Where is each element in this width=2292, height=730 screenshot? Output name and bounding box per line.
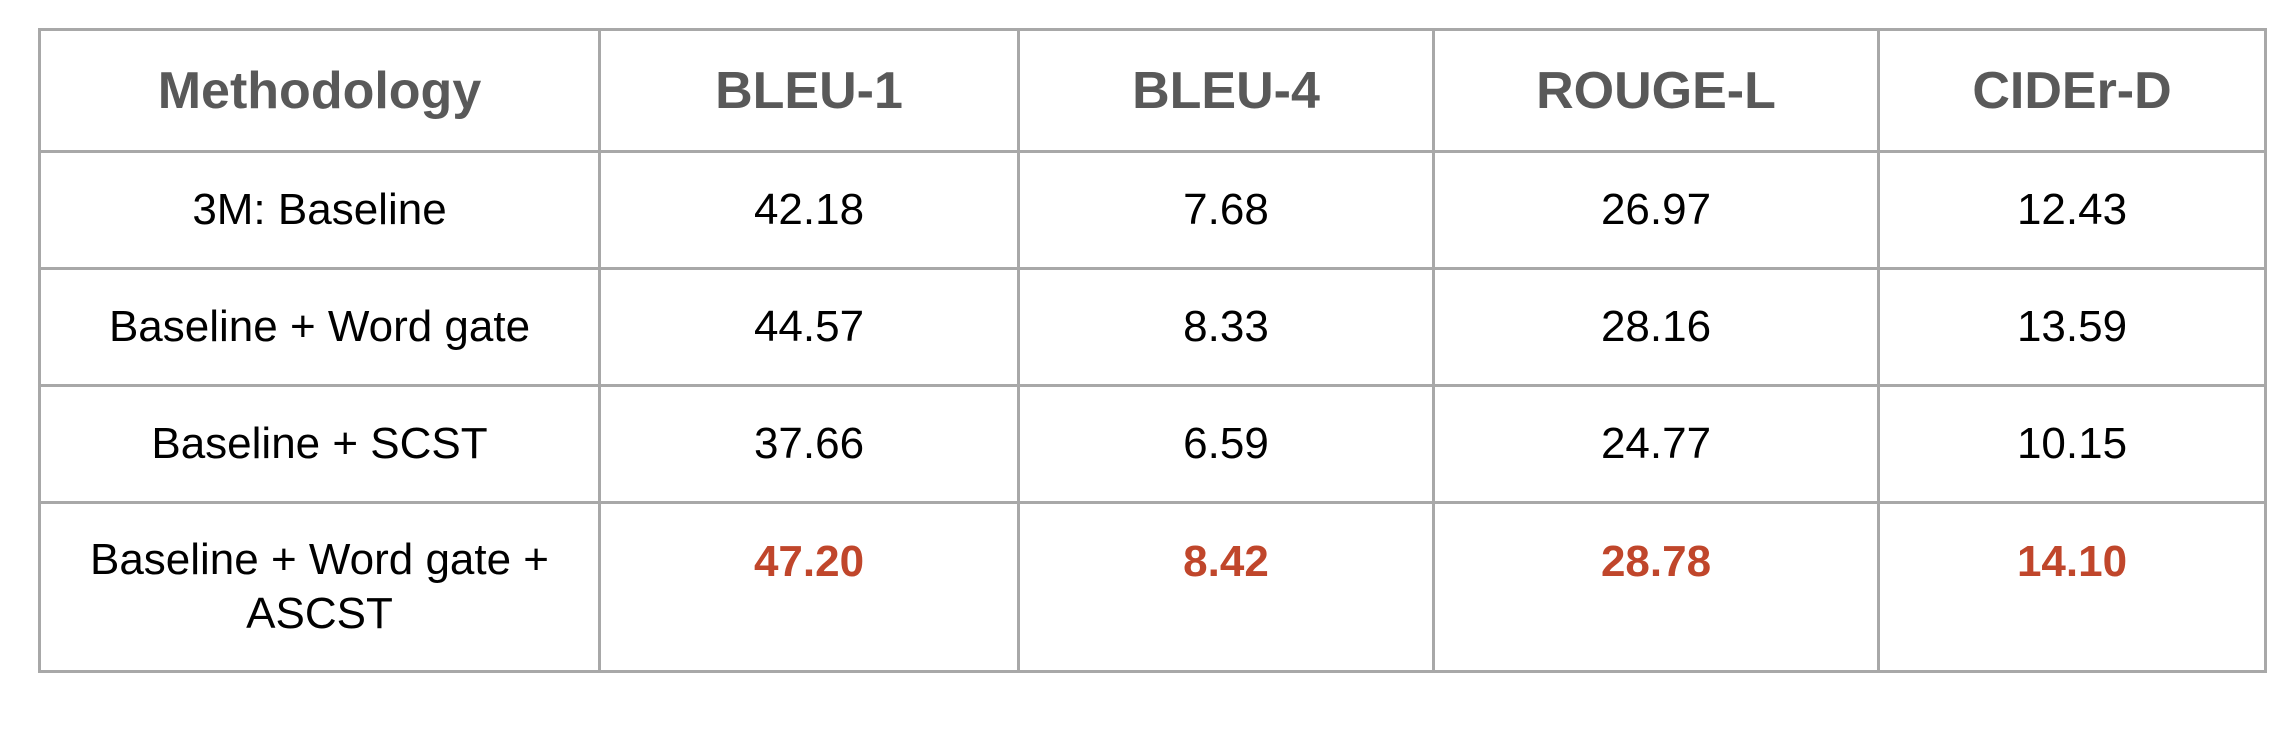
- methodology-cell: Baseline + SCST: [38, 384, 601, 504]
- rouge-l-cell: 26.97: [1432, 150, 1880, 270]
- header-methodology: Methodology: [38, 28, 601, 153]
- bleu-1-cell: 37.66: [598, 384, 1020, 504]
- bleu-4-cell: 8.33: [1017, 267, 1435, 387]
- cider-d-best-cell: 14.10: [1877, 501, 2267, 673]
- bleu-1-cell: 44.57: [598, 267, 1020, 387]
- table-row: Baseline + Word gate 44.57 8.33 28.16 13…: [38, 267, 2267, 387]
- bleu-1-best-cell: 47.20: [598, 501, 1020, 673]
- results-table-container: Methodology BLEU-1 BLEU-4 ROUGE-L CIDEr-…: [38, 28, 2267, 673]
- methodology-cell: 3M: Baseline: [38, 150, 601, 270]
- cider-d-cell: 12.43: [1877, 150, 2267, 270]
- header-bleu-1: BLEU-1: [598, 28, 1020, 153]
- header-rouge-l: ROUGE-L: [1432, 28, 1880, 153]
- rouge-l-cell: 28.16: [1432, 267, 1880, 387]
- header-bleu-4: BLEU-4: [1017, 28, 1435, 153]
- cider-d-cell: 10.15: [1877, 384, 2267, 504]
- bleu-4-cell: 7.68: [1017, 150, 1435, 270]
- rouge-l-best-cell: 28.78: [1432, 501, 1880, 673]
- methodology-cell: Baseline + Word gate: [38, 267, 601, 387]
- bleu-4-best-cell: 8.42: [1017, 501, 1435, 673]
- cider-d-cell: 13.59: [1877, 267, 2267, 387]
- header-row: Methodology BLEU-1 BLEU-4 ROUGE-L CIDEr-…: [38, 28, 2267, 153]
- header-cider-d: CIDEr-D: [1877, 28, 2267, 153]
- results-table: Methodology BLEU-1 BLEU-4 ROUGE-L CIDEr-…: [38, 28, 2267, 673]
- bleu-4-cell: 6.59: [1017, 384, 1435, 504]
- table-row: Baseline + SCST 37.66 6.59 24.77 10.15: [38, 384, 2267, 504]
- table-row: 3M: Baseline 42.18 7.68 26.97 12.43: [38, 150, 2267, 270]
- rouge-l-cell: 24.77: [1432, 384, 1880, 504]
- bleu-1-cell: 42.18: [598, 150, 1020, 270]
- methodology-cell: Baseline + Word gate + ASCST: [38, 501, 601, 673]
- table-row: Baseline + Word gate + ASCST 47.20 8.42 …: [38, 501, 2267, 673]
